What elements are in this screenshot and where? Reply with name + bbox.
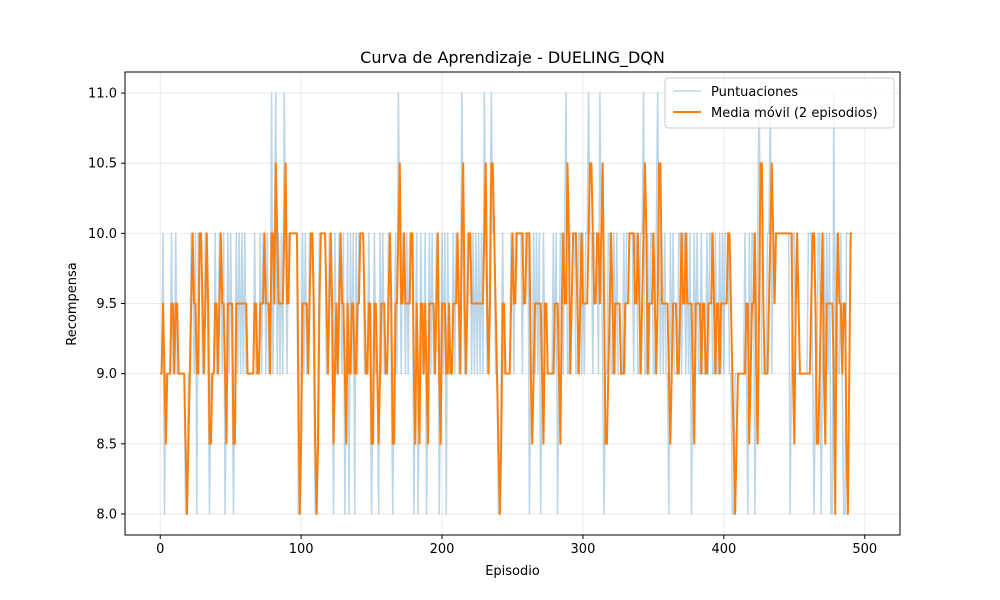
y-tick-label: 8.0 xyxy=(96,507,117,522)
y-tick-label: 9.5 xyxy=(96,297,117,312)
plot-area xyxy=(160,92,853,515)
y-axis-label: Recompensa xyxy=(65,262,80,345)
chart-title: Curva de Aprendizaje - DUELING_DQN xyxy=(360,48,665,68)
x-tick-label: 200 xyxy=(430,542,455,557)
moving-average-line xyxy=(160,162,853,515)
y-tick-label: 11.0 xyxy=(88,87,117,102)
y-tick-label: 10.0 xyxy=(88,227,117,242)
x-tick-label: 100 xyxy=(289,542,314,557)
x-tick-label: 300 xyxy=(571,542,596,557)
x-tick-label: 400 xyxy=(711,542,736,557)
y-tick-label: 8.5 xyxy=(96,437,117,452)
x-axis-label: Episodio xyxy=(485,564,540,579)
legend-label-puntuaciones: Puntuaciones xyxy=(711,85,798,100)
y-tick-label: 10.5 xyxy=(88,157,117,172)
x-tick-label: 500 xyxy=(852,542,877,557)
x-tick-label: 0 xyxy=(156,542,164,557)
legend-box xyxy=(664,77,895,129)
legend: Puntuaciones Media móvil (2 episodios) xyxy=(664,77,895,129)
ticks: 0 100 200 300 400 500 8.0 8.5 9.0 9.5 10.0 10.5 11.0 xyxy=(88,87,877,557)
y-tick-label: 9.0 xyxy=(96,367,117,382)
legend-label-media-movil: Media móvil (2 episodios) xyxy=(711,106,878,121)
